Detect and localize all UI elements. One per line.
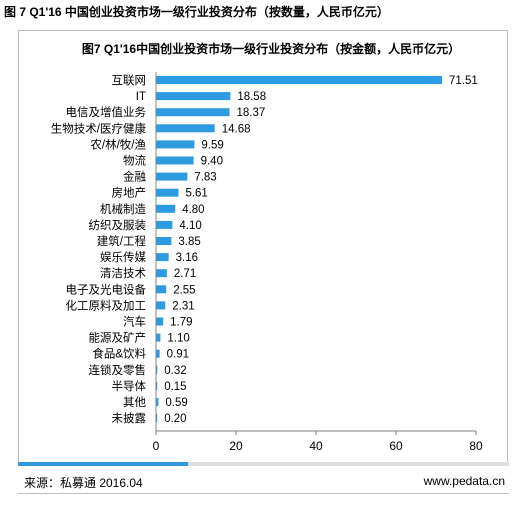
bar-21 bbox=[156, 414, 158, 423]
category-label: 生物技术/医疗健康 bbox=[51, 121, 147, 135]
category-label: 电信及增值业务 bbox=[66, 105, 147, 119]
category-label: 半导体 bbox=[112, 379, 147, 393]
bar-16 bbox=[156, 333, 161, 342]
category-label: 建筑/工程 bbox=[97, 234, 147, 248]
page-title: 图 7 Q1'16 中国创业投资市场一级行业投资分布（按数量，人民币亿元） bbox=[4, 5, 389, 19]
value-label: 4.10 bbox=[179, 220, 201, 232]
bar-14 bbox=[156, 301, 166, 310]
bar-7 bbox=[156, 188, 179, 197]
bar-19 bbox=[156, 381, 158, 390]
bar-6 bbox=[156, 172, 188, 181]
value-label: 0.32 bbox=[164, 365, 186, 377]
category-label: 娱乐传媒 bbox=[100, 250, 146, 264]
value-label: 1.79 bbox=[170, 317, 192, 329]
bar-13 bbox=[156, 285, 167, 294]
chart-title: 图7 Q1'16中国创业投资市场一级行业投资分布（按金额，人民币亿元） bbox=[82, 41, 460, 56]
decorative-strip bbox=[18, 462, 509, 466]
value-label: 18.37 bbox=[236, 107, 265, 119]
category-label: 其他 bbox=[123, 396, 146, 409]
bar-11 bbox=[156, 253, 169, 262]
bar-9 bbox=[156, 220, 173, 229]
category-label: 机械制造 bbox=[100, 202, 146, 216]
chart-frame: 图7 Q1'16中国创业投资市场一级行业投资分布（按金额，人民币亿元） 互联网 I… bbox=[18, 30, 508, 464]
value-label: 2.71 bbox=[174, 268, 196, 280]
category-label: 能源及矿产 bbox=[89, 331, 147, 345]
value-label: 3.16 bbox=[176, 252, 198, 264]
value-label: 14.68 bbox=[222, 123, 251, 135]
bar-5 bbox=[156, 156, 194, 165]
value-label: 1.10 bbox=[167, 333, 189, 345]
value-label: 7.83 bbox=[194, 172, 216, 184]
category-label: 房地产 bbox=[112, 186, 147, 200]
category-label: 物流 bbox=[123, 154, 146, 168]
footer-source: 来源：私募通 2016.04 bbox=[24, 476, 143, 490]
category-label: 农/林/牧/渔 bbox=[90, 137, 146, 151]
category-label: 纺织及服装 bbox=[89, 218, 147, 232]
value-label: 0.59 bbox=[165, 397, 187, 409]
bar-12 bbox=[156, 269, 167, 278]
x-tick-label: 40 bbox=[309, 439, 323, 453]
category-label: 汽车 bbox=[123, 315, 146, 329]
value-label: 2.31 bbox=[172, 300, 194, 312]
category-label: 化工原料及加工 bbox=[66, 298, 147, 312]
category-label: 清洁技术 bbox=[100, 267, 146, 280]
bar-4 bbox=[156, 140, 195, 149]
value-label: 5.61 bbox=[185, 188, 207, 200]
value-label: 3.85 bbox=[178, 236, 200, 248]
x-tick-label: 0 bbox=[153, 439, 160, 453]
value-label: 18.58 bbox=[237, 91, 266, 103]
value-label: 4.80 bbox=[182, 204, 204, 216]
bar-3 bbox=[156, 124, 215, 133]
value-label: 2.55 bbox=[173, 284, 195, 296]
category-label: 连锁及零售 bbox=[89, 363, 147, 377]
category-label: 未披露 bbox=[112, 411, 147, 425]
bar-10 bbox=[156, 237, 172, 245]
category-label: 食品&饮料 bbox=[92, 347, 146, 361]
value-label: 71.51 bbox=[449, 75, 478, 87]
decorative-strip-fill bbox=[18, 462, 188, 466]
category-label: IT bbox=[136, 91, 146, 103]
bar-17 bbox=[156, 349, 160, 358]
x-tick-label: 20 bbox=[229, 439, 243, 453]
bars-layer bbox=[156, 76, 443, 423]
bar-15 bbox=[156, 317, 164, 326]
value-label: 9.40 bbox=[201, 156, 223, 168]
footer-website: www.pedata.cn bbox=[423, 474, 505, 488]
bar-18 bbox=[156, 365, 158, 374]
x-tick-label: 80 bbox=[469, 439, 483, 453]
bar-0 bbox=[156, 76, 443, 84]
x-tick-label: 60 bbox=[389, 439, 403, 453]
category-label: 互联网 bbox=[112, 73, 147, 87]
bar-1 bbox=[156, 92, 231, 101]
value-label: 0.20 bbox=[164, 413, 186, 425]
value-label: 9.59 bbox=[201, 139, 223, 151]
bar-20 bbox=[156, 398, 159, 406]
category-labels: 互联网 IT 电信及增值业务生物技术/医疗健康农/林/牧/渔物流金融房地产机械制造纺… bbox=[51, 73, 147, 425]
bar-chart: 图7 Q1'16中国创业投资市场一级行业投资分布（按金额，人民币亿元） 互联网 I… bbox=[51, 41, 483, 453]
footer: 来源：私募通 2016.04 www.pedata.cn bbox=[18, 466, 509, 494]
x-axis-ticks: 0 20 40 60 80 bbox=[153, 72, 483, 453]
category-label: 电子及光电设备 bbox=[66, 282, 147, 296]
value-labels: 71.51 18.58 18.37 14.68 9.59 9.40 7.83 5.61 4.80… bbox=[164, 75, 478, 425]
bar-2 bbox=[156, 108, 230, 117]
value-label: 0.15 bbox=[164, 381, 186, 393]
value-label: 0.91 bbox=[167, 349, 189, 361]
category-label: 金融 bbox=[123, 170, 146, 184]
bar-8 bbox=[156, 204, 176, 213]
